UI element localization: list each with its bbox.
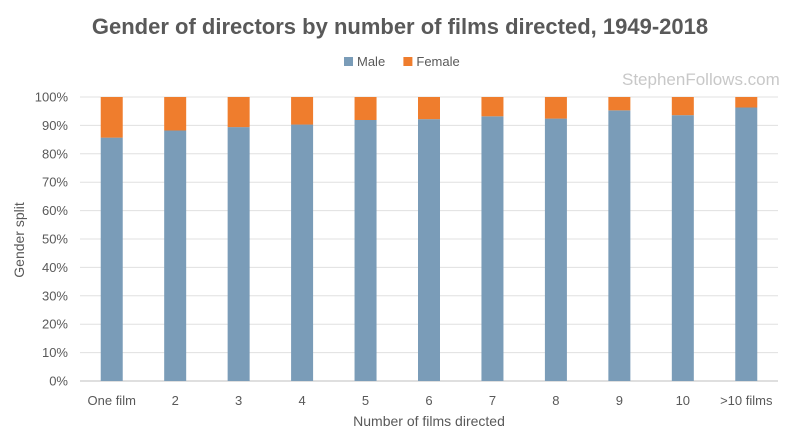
y-tick-label: 80% bbox=[42, 146, 68, 161]
bar-male bbox=[164, 130, 187, 381]
bar-female bbox=[227, 97, 250, 128]
x-axis-ticks: One film 2 3 4 5 6 7 8 9 10 >10 films bbox=[88, 393, 773, 408]
x-tick-label: 4 bbox=[298, 393, 305, 408]
bar-female bbox=[291, 97, 314, 125]
x-tick-label: 2 bbox=[172, 393, 179, 408]
y-tick-label: 10% bbox=[42, 345, 68, 360]
x-tick-label: 7 bbox=[489, 393, 496, 408]
y-tick-label: 40% bbox=[42, 260, 68, 275]
y-axis-title: Gender split bbox=[11, 202, 27, 278]
bar-female bbox=[354, 97, 377, 121]
x-tick-label: 9 bbox=[616, 393, 623, 408]
bars bbox=[100, 97, 758, 382]
bar-female bbox=[164, 97, 187, 131]
legend-swatch bbox=[344, 57, 353, 66]
bar-male bbox=[608, 110, 631, 382]
bar-male bbox=[291, 124, 314, 381]
bar-female bbox=[481, 97, 504, 117]
y-tick-label: 90% bbox=[42, 118, 68, 133]
legend: Male Female bbox=[344, 54, 460, 69]
watermark: StephenFollows.com bbox=[622, 70, 780, 89]
x-tick-label: 3 bbox=[235, 393, 242, 408]
bar-male bbox=[418, 119, 440, 381]
x-tick-label: 8 bbox=[552, 393, 559, 408]
y-tick-label: 100% bbox=[35, 90, 69, 105]
y-tick-label: 50% bbox=[42, 232, 68, 247]
bar-female bbox=[544, 97, 567, 119]
x-tick-label: 10 bbox=[676, 393, 690, 408]
x-tick-label: One film bbox=[88, 393, 136, 408]
bar-male bbox=[671, 115, 694, 382]
bar-female bbox=[608, 97, 631, 111]
bar-female bbox=[100, 97, 123, 138]
x-axis-title: Number of films directed bbox=[353, 413, 505, 429]
y-tick-label: 30% bbox=[42, 288, 68, 303]
bar-female bbox=[671, 97, 694, 116]
bar-female bbox=[418, 97, 440, 120]
x-tick-label: 6 bbox=[425, 393, 432, 408]
bar-male bbox=[227, 127, 250, 381]
bar-male bbox=[354, 120, 377, 381]
y-tick-label: 0% bbox=[49, 374, 68, 389]
y-tick-label: 70% bbox=[42, 175, 68, 190]
legend-label: Female bbox=[416, 54, 459, 69]
bar-female bbox=[735, 97, 758, 108]
bar-male bbox=[100, 137, 123, 381]
legend-label: Male bbox=[357, 54, 385, 69]
y-tick-label: 20% bbox=[42, 317, 68, 332]
y-axis-ticks: 0% 10% 20% 30% 40% 50% 60% 70% 80% 90% 100% bbox=[35, 90, 69, 389]
legend-swatch bbox=[403, 57, 413, 66]
x-tick-label: 5 bbox=[362, 393, 369, 408]
bar-male bbox=[544, 118, 567, 382]
chart-title: Gender of directors by number of films d… bbox=[91, 14, 709, 39]
y-tick-label: 60% bbox=[42, 203, 68, 218]
bar-male bbox=[735, 107, 758, 382]
x-tick-label: >10 films bbox=[720, 393, 773, 408]
bar-male bbox=[481, 116, 504, 381]
